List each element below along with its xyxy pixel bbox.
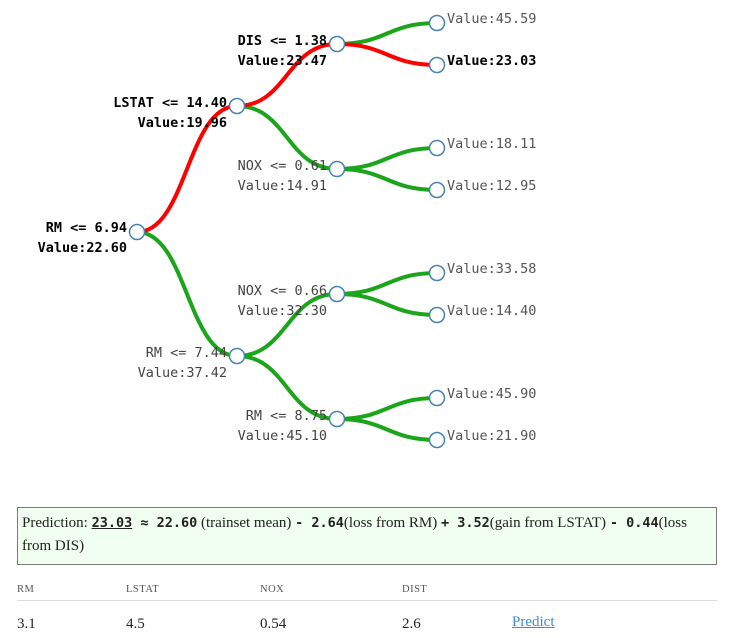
link-ll-leaf2 xyxy=(336,42,438,67)
rm-input[interactable]: 3.1 xyxy=(17,616,36,632)
node-l-value: Value:19.96 xyxy=(138,115,227,131)
feature-input-table: RM LSTAT NOX DIST 3.1 4.5 0.54 2.6 Predi… xyxy=(17,582,717,638)
term-rm-value: 2.64 xyxy=(311,515,344,531)
link-l-ll xyxy=(236,42,338,108)
node-ll-circle[interactable] xyxy=(328,35,346,53)
node-r-split: RM <= 7.44 xyxy=(146,345,227,361)
leaf-8-circle[interactable] xyxy=(428,431,446,449)
leaf-4-label: Value:12.95 xyxy=(447,178,536,194)
header-rm: RM xyxy=(17,584,35,595)
leaf-7-circle[interactable] xyxy=(428,389,446,407)
predict-link[interactable]: Predict xyxy=(512,614,555,630)
leaf-8-label: Value:21.90 xyxy=(447,428,536,444)
node-l-split: LSTAT <= 14.40 xyxy=(113,95,227,111)
link-root-l xyxy=(136,104,238,234)
node-root-value: Value:22.60 xyxy=(38,240,127,256)
decision-tree: RM <= 6.94 Value:22.60 LSTAT <= 14.40 Va… xyxy=(38,11,536,449)
leaf-1-circle[interactable] xyxy=(428,14,446,32)
node-rr-value: Value:45.10 xyxy=(238,428,327,444)
link-lr-leaf3 xyxy=(336,146,438,171)
node-ll-split: DIS <= 1.38 xyxy=(238,33,327,49)
prediction-explanation: Prediction: 23.03 ≈ 22.60 (trainset mean… xyxy=(17,507,717,565)
link-l-lr xyxy=(236,104,338,171)
leaf-5-circle[interactable] xyxy=(428,264,446,282)
node-ll-value: Value:23.47 xyxy=(238,53,327,69)
node-lr-circle[interactable] xyxy=(328,160,346,178)
link-r-rr xyxy=(236,354,338,421)
link-rr-leaf7 xyxy=(336,396,438,421)
node-rl-circle[interactable] xyxy=(328,285,346,303)
header-lstat: LSTAT xyxy=(126,584,160,595)
node-root-circle[interactable] xyxy=(128,223,146,241)
trainset-mean-value: 22.60 xyxy=(156,515,198,531)
link-root-r xyxy=(136,230,238,358)
term-lstat-op: + xyxy=(441,515,458,531)
leaf-6-circle[interactable] xyxy=(428,306,446,324)
link-lr-leaf4 xyxy=(336,167,438,192)
link-r-rl xyxy=(236,292,338,358)
node-r-circle[interactable] xyxy=(228,347,246,365)
node-rr-circle[interactable] xyxy=(328,410,346,428)
leaf-2-label: Value:23.03 xyxy=(447,53,536,69)
node-r-value: Value:37.42 xyxy=(138,365,227,381)
prediction-value: 23.03 xyxy=(91,515,133,531)
nox-input[interactable]: 0.54 xyxy=(260,616,287,632)
header-dist: DIST xyxy=(402,584,428,595)
link-rl-leaf6 xyxy=(336,292,438,317)
node-rl-split: NOX <= 0.66 xyxy=(238,283,327,299)
node-lr-split: NOX <= 0.61 xyxy=(238,158,327,174)
term-dis-value: 0.44 xyxy=(626,515,659,531)
prediction-prefix: Prediction: xyxy=(22,515,92,531)
leaf-4-circle[interactable] xyxy=(428,181,446,199)
input-value-row: 3.1 4.5 0.54 2.6 Predict xyxy=(17,608,717,638)
node-root-split: RM <= 6.94 xyxy=(46,220,127,236)
leaf-3-label: Value:18.11 xyxy=(447,136,536,152)
leaf-1-label: Value:45.59 xyxy=(447,11,536,27)
link-rr-leaf8 xyxy=(336,417,438,442)
link-rl-leaf5 xyxy=(336,271,438,296)
term-rm-op: - xyxy=(295,515,312,531)
node-rl-value: Value:32.30 xyxy=(238,303,327,319)
term-rm-label: (loss from RM) xyxy=(343,515,441,531)
node-l-circle[interactable] xyxy=(228,97,246,115)
header-nox: NOX xyxy=(260,584,285,595)
header-divider xyxy=(17,600,717,601)
input-header-row: RM LSTAT NOX DIST xyxy=(17,582,717,602)
term-dis-label: (loss from DIS) xyxy=(22,515,687,554)
leaf-6-label: Value:14.40 xyxy=(447,303,536,319)
node-lr-value: Value:14.91 xyxy=(238,178,327,194)
leaf-5-label: Value:33.58 xyxy=(447,261,536,277)
leaf-3-circle[interactable] xyxy=(428,139,446,157)
node-rr-split: RM <= 8.75 xyxy=(246,408,327,424)
dist-input[interactable]: 2.6 xyxy=(402,616,421,632)
leaf-7-label: Value:45.90 xyxy=(447,386,536,402)
term-lstat-label: (gain from LSTAT) xyxy=(489,515,610,531)
trainset-mean-label: (trainset mean) xyxy=(197,515,296,531)
approx-sign: ≈ xyxy=(132,515,157,531)
lstat-input[interactable]: 4.5 xyxy=(126,616,145,632)
term-lstat-value: 3.52 xyxy=(457,515,490,531)
leaf-2-circle[interactable] xyxy=(428,56,446,74)
term-dis-op: - xyxy=(609,515,627,531)
link-ll-leaf1 xyxy=(336,21,438,46)
